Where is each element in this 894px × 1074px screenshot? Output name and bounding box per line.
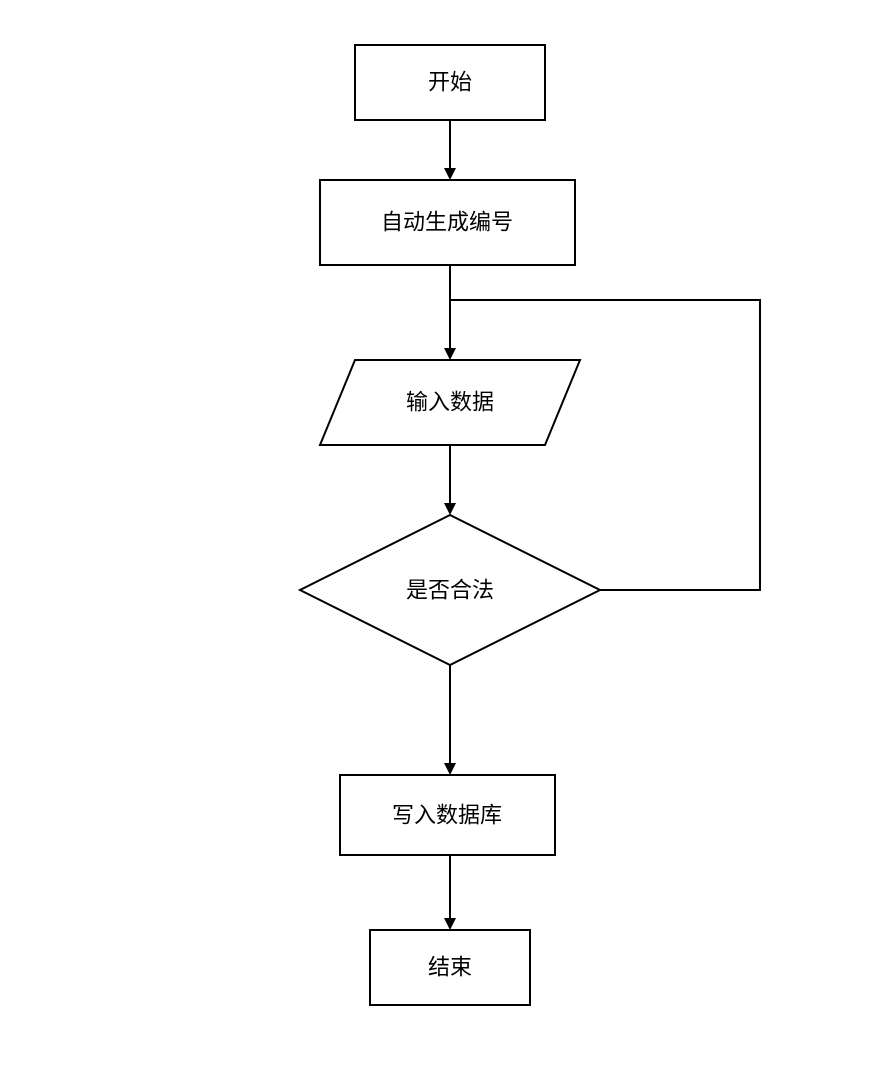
node-end: 结束 — [370, 930, 530, 1005]
node-start: 开始 — [355, 45, 545, 120]
node-write-label: 写入数据库 — [392, 803, 502, 828]
flowchart-diagram: 开始 自动生成编号 输入数据 是否合法 写入数据库 结束 — [0, 0, 894, 1074]
node-generate-label: 自动生成编号 — [381, 210, 513, 235]
node-input: 输入数据 — [320, 360, 580, 445]
node-decision: 是否合法 — [300, 515, 600, 665]
node-write: 写入数据库 — [340, 775, 555, 855]
node-generate: 自动生成编号 — [320, 180, 575, 265]
node-input-label: 输入数据 — [406, 390, 494, 415]
node-start-label: 开始 — [428, 70, 472, 95]
node-end-label: 结束 — [428, 955, 472, 980]
node-decision-label: 是否合法 — [406, 578, 494, 603]
